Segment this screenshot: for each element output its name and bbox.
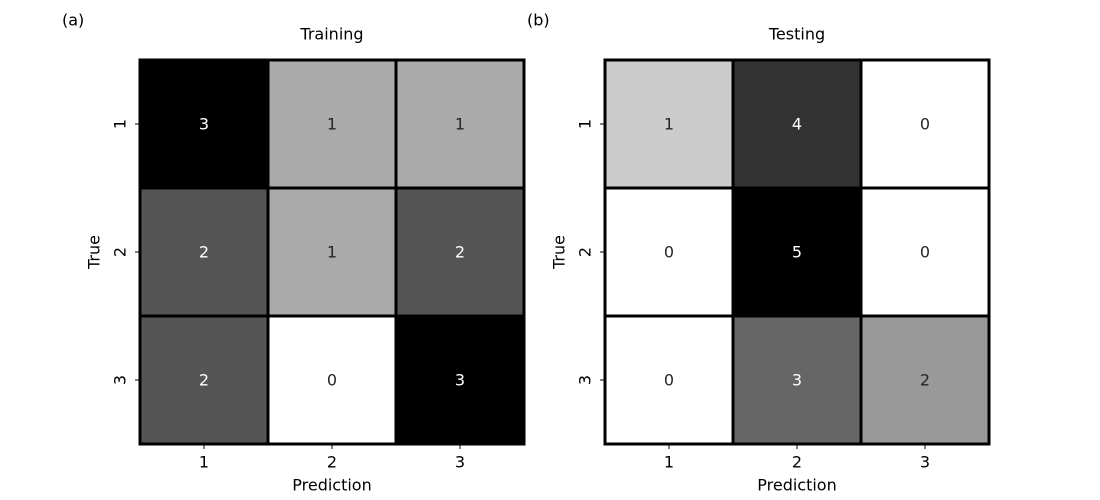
panel-label: (b) bbox=[527, 11, 550, 30]
cell-value-label: 5 bbox=[792, 243, 802, 262]
x-tick-label: 2 bbox=[792, 453, 802, 472]
chart-title: Testing bbox=[768, 25, 825, 44]
x-tick-label: 1 bbox=[664, 453, 674, 472]
y-tick-label: 2 bbox=[576, 247, 595, 257]
testing-heatmap-panel: (b) Testing 1 4 0 0 5 0 0 3 2 1 2 3 1 2 3 Prediction True bbox=[527, 11, 991, 495]
heatmap-cell bbox=[731, 314, 863, 446]
panel-label: (a) bbox=[62, 11, 84, 30]
cell-value-label: 2 bbox=[455, 243, 465, 262]
cell-value-label: 0 bbox=[327, 371, 337, 390]
heatmap-cell bbox=[603, 314, 735, 446]
x-tick-label: 2 bbox=[327, 453, 337, 472]
heatmap-cell bbox=[394, 186, 526, 318]
heatmap-cell bbox=[138, 58, 270, 190]
cell-value-label: 2 bbox=[199, 243, 209, 262]
y-tick-label: 2 bbox=[111, 247, 130, 257]
cell-value-label: 3 bbox=[199, 115, 209, 134]
cell-value-label: 2 bbox=[920, 371, 930, 390]
y-axis-label: True bbox=[550, 235, 569, 270]
cell-value-label: 3 bbox=[455, 371, 465, 390]
cell-value-label: 4 bbox=[792, 115, 802, 134]
cell-value-label: 1 bbox=[664, 115, 674, 134]
heatmap-cell bbox=[266, 58, 398, 190]
y-tick-label: 1 bbox=[111, 119, 130, 129]
y-tick-label: 3 bbox=[576, 375, 595, 385]
chart-title: Training bbox=[299, 25, 363, 44]
cell-value-label: 0 bbox=[664, 243, 674, 262]
cell-value-label: 0 bbox=[920, 243, 930, 262]
y-tick-label: 1 bbox=[576, 119, 595, 129]
x-axis-label: Prediction bbox=[757, 476, 836, 495]
heatmap-cell bbox=[731, 58, 863, 190]
y-axis-label: True bbox=[85, 235, 104, 270]
cell-value-label: 1 bbox=[327, 115, 337, 134]
training-heatmap-panel: (a) Training 3 1 1 2 1 2 2 0 3 1 2 3 1 2 3 Prediction True bbox=[62, 11, 526, 495]
x-tick-label: 1 bbox=[199, 453, 209, 472]
heatmap-cell bbox=[859, 58, 991, 190]
heatmap-cell bbox=[731, 186, 863, 318]
x-tick-label: 3 bbox=[455, 453, 465, 472]
cell-value-label: 1 bbox=[455, 115, 465, 134]
heatmap-cell bbox=[859, 186, 991, 318]
cell-value-label: 3 bbox=[792, 371, 802, 390]
heatmap-cell bbox=[603, 186, 735, 318]
cell-value-label: 0 bbox=[664, 371, 674, 390]
x-axis-label: Prediction bbox=[292, 476, 371, 495]
cell-value-label: 1 bbox=[327, 243, 337, 262]
cell-value-label: 2 bbox=[199, 371, 209, 390]
heatmap-cell bbox=[266, 314, 398, 446]
y-tick-label: 3 bbox=[111, 375, 130, 385]
heatmap-cell bbox=[859, 314, 991, 446]
cell-value-label: 0 bbox=[920, 115, 930, 134]
x-tick-label: 3 bbox=[920, 453, 930, 472]
